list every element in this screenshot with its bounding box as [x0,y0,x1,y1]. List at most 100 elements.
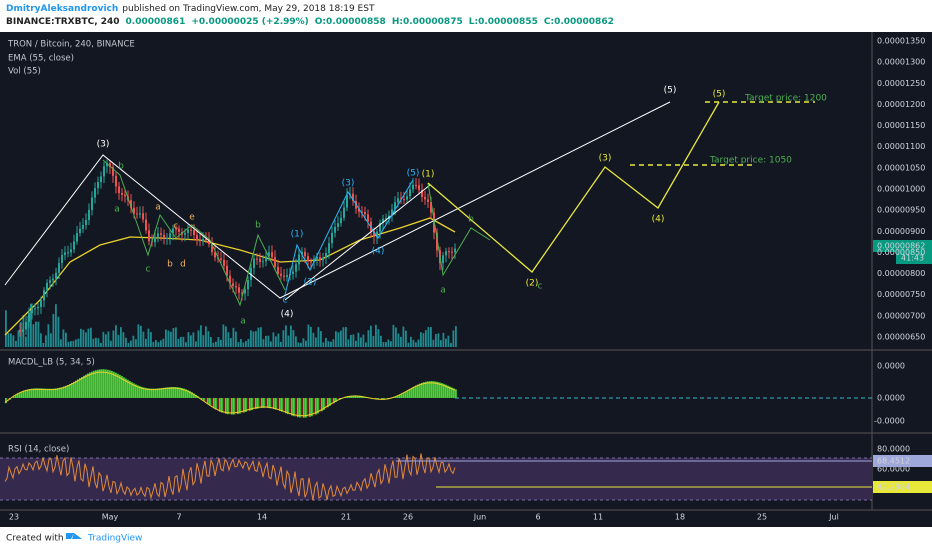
footer-brand[interactable]: TradingView [87,534,142,544]
macd-bar [455,389,457,398]
volume-bar [140,326,142,347]
volume-bar [178,339,180,347]
price-label: 0.00000850 [877,248,925,257]
volume-bar [443,333,445,347]
macd-bar [107,370,109,398]
volume-bar [18,330,20,347]
candle-body [19,330,21,332]
macd-bar [421,383,423,398]
macd-bar [279,398,281,411]
volume-bar [323,342,325,347]
wave-label: (3) [97,140,110,150]
volume-bar [378,329,380,347]
author[interactable]: DmitryAleksandrovich [6,4,118,14]
volume-bar [103,332,105,347]
wave-label: c [174,222,179,232]
volume-bar [363,335,365,347]
price-label: 0.00001300 [877,58,925,67]
macd-bar [277,398,279,410]
volume-bar [260,327,262,347]
volume-bar [15,341,17,347]
volume-bar [400,337,402,347]
volume-bar [408,343,410,347]
volume-bar [278,333,280,347]
volume-bar [198,330,200,347]
time-label: 14 [257,513,267,522]
time-label: Jun [473,513,487,522]
volume-bar [93,339,95,347]
volume-bar [123,332,125,347]
volume-bar [40,333,42,347]
macd-bar [223,398,225,413]
macd-title: MACDL_LB (5, 34, 5) [8,358,95,368]
volume-bar [388,340,390,347]
candle-body [223,260,225,266]
indicator-label: Vol (55) [8,67,41,77]
volume-bar [373,336,375,347]
wave-label: c [538,282,543,292]
candle-body [100,176,102,182]
volume-bar [180,337,182,347]
candle-body [121,193,123,195]
volume-bar [225,326,227,347]
candle-body [262,261,264,262]
volume-bar [398,333,400,347]
price-label: 0.00001250 [877,79,925,88]
candle-body [331,233,333,243]
candle-body [43,290,45,300]
candle-body [235,286,237,287]
macd-bar [301,398,303,418]
volume-bar [410,337,412,347]
volume-bar [173,328,175,347]
macd-bar [163,388,165,398]
volume-bar [45,335,47,347]
macd-bar [413,387,415,398]
macd-bar [57,388,59,398]
macd-bar [433,381,435,398]
volume-bar [243,342,245,347]
volume-bar [263,339,265,347]
macd-bar [427,381,429,398]
candle-body [184,233,186,235]
volume-bar [175,327,177,347]
time-label: 25 [757,513,767,522]
volume-bar [38,322,40,347]
volume-bar [33,324,35,347]
candle-body [46,283,48,290]
volume-bar [55,304,57,347]
macd-bar [71,383,73,398]
volume-bar [60,339,62,347]
symbol: BINANCE:TRXBTC, 240 [6,17,120,27]
macd-bar [111,371,113,398]
candle-body [364,212,366,214]
wave-label: (5) [407,169,420,179]
candle-body [415,185,417,186]
volume-bar [128,343,130,347]
wave-label: b [255,221,261,231]
macd-bar [87,374,89,398]
volume-bar [63,329,65,347]
volume-bar [68,342,70,347]
volume-bar [355,341,357,347]
macd-bar [171,387,173,398]
candle-body [190,230,192,231]
volume-bar [238,342,240,347]
macd-bar [75,381,77,398]
candle-body [256,259,258,260]
macd-bar [91,372,93,398]
candle-body [451,252,453,253]
volume-bar [78,339,80,347]
candle-body [346,195,348,208]
volume-bar [308,325,310,347]
volume-bar [455,326,457,347]
macd-bar [109,370,111,398]
target-label: Target price: 1050 [709,156,792,166]
volume-bar [113,331,115,347]
open: O:0.00000858 [315,17,386,27]
volume-bar [10,333,12,347]
wave-label: a [240,317,246,327]
macd-label: -0.0000 [874,417,905,426]
footer-created: Created with [6,534,64,544]
volume-bar [145,339,147,347]
volume-bar [118,335,120,347]
